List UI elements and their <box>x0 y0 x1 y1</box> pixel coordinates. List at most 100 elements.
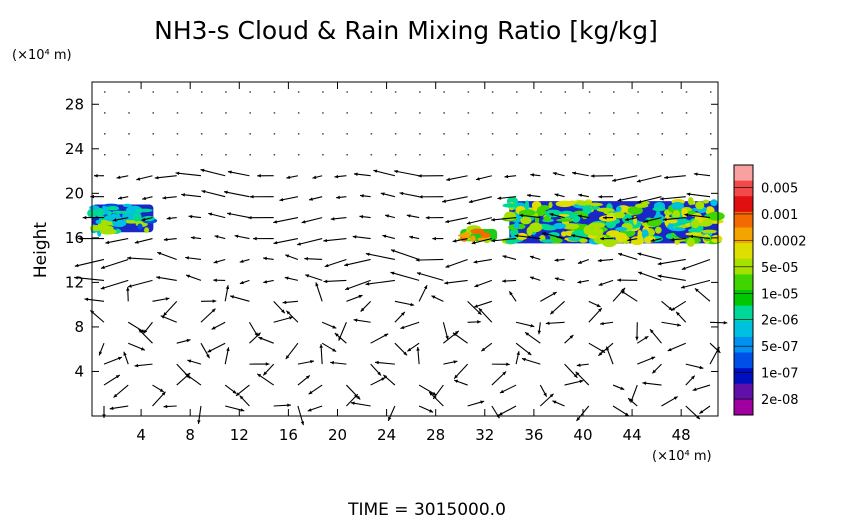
wind-vector-head <box>84 297 89 302</box>
wind-vector-head <box>637 199 642 204</box>
wind-vector <box>200 169 226 177</box>
cloud-cell <box>543 215 551 222</box>
wind-vector-head <box>454 374 458 379</box>
wind-vector-head <box>699 365 704 370</box>
wind-vector-head <box>263 371 268 376</box>
wind-vector-head <box>473 260 478 264</box>
wind-vector-head <box>696 415 700 420</box>
cloud-cell <box>470 228 485 234</box>
wind-vector <box>344 258 371 266</box>
y-tick-label: 20 <box>65 184 84 202</box>
wind-vector <box>446 175 468 181</box>
wind-vector-head <box>225 285 230 290</box>
wind-vector-head <box>693 172 698 176</box>
wind-vector-head <box>526 193 531 198</box>
cloud-cell <box>460 232 471 239</box>
wind-vector-head <box>257 174 261 178</box>
colorbar-label: 0.0002 <box>761 234 807 249</box>
wind-vector-head <box>506 362 510 367</box>
wind-vector-head <box>157 251 162 256</box>
wind-vector-head <box>638 271 643 275</box>
colorbar-swatch <box>734 165 753 182</box>
wind-vector-head <box>684 213 689 217</box>
cloud-cell <box>588 222 606 229</box>
wind-vector-head <box>579 379 584 384</box>
wind-vector-head <box>406 214 411 218</box>
cloud-cell <box>144 227 150 233</box>
x-tick-label: 28 <box>426 426 445 444</box>
wind-vector-head <box>652 369 657 374</box>
wind-vector-head <box>240 408 245 412</box>
wind-vector-head <box>100 265 105 269</box>
wind-vector-head <box>425 215 430 220</box>
wind-vector-head <box>474 283 479 288</box>
wind-vector-head <box>543 392 547 397</box>
cloud-cell <box>135 208 153 213</box>
wind-vector-head <box>552 171 557 176</box>
y-tick-label: 12 <box>65 273 84 291</box>
wind-vector-head <box>175 171 180 176</box>
wind-vector-head <box>545 321 550 326</box>
wind-vector-head <box>537 330 542 335</box>
wind-vector-head <box>598 308 602 312</box>
wind-vector-head <box>330 361 334 365</box>
wind-vector-head <box>279 197 284 202</box>
wind-vector-head <box>681 266 686 270</box>
wind-vector-head <box>417 174 422 178</box>
wind-vector-head <box>365 252 370 257</box>
wind-vector-head <box>601 349 606 353</box>
wind-vector-head <box>577 214 582 218</box>
wind-vector-head <box>188 214 193 219</box>
wind-vector-head <box>550 310 555 315</box>
wind-vector <box>223 191 250 198</box>
wind-vector-head <box>416 272 421 276</box>
wind-vector-head <box>112 218 117 222</box>
wind-vector <box>657 258 686 265</box>
wind-vector-head <box>239 280 244 285</box>
wind-vector-head <box>552 400 557 404</box>
cloud-cell <box>654 226 662 234</box>
wind-vector-head <box>113 393 118 398</box>
wind-vector-head <box>400 325 405 329</box>
cloud-cell <box>561 223 580 230</box>
wind-vector-head <box>554 258 559 262</box>
wind-vector-head <box>466 221 471 225</box>
x-tick-label: 36 <box>524 426 543 444</box>
cloud-cell <box>671 201 684 210</box>
wind-vector-head <box>621 287 626 292</box>
wind-vector <box>415 258 444 261</box>
cloud-cell <box>615 232 628 242</box>
wind-vector <box>684 213 711 219</box>
wind-vector <box>344 279 371 291</box>
wind-vector-head <box>330 217 335 221</box>
wind-vector-head <box>657 274 662 278</box>
cloud-cell <box>553 222 566 230</box>
wind-vector-head <box>670 237 675 242</box>
wind-vector-head <box>265 362 270 366</box>
wind-vector-head <box>452 239 457 243</box>
cloud-cell <box>556 218 574 222</box>
wind-vector-head <box>116 175 121 180</box>
wind-vector-head <box>127 284 132 288</box>
wind-vector-head <box>78 236 82 241</box>
wind-vector-head <box>239 259 244 263</box>
wind-vector-head <box>263 256 267 261</box>
cloud-cell <box>707 211 725 221</box>
wind-vector-head <box>644 219 649 223</box>
colorbar: 0.005 0.001 0.0002 5e-05 1e-05 2e-06 5e-07 1e-0… <box>733 164 807 416</box>
wind-vector-head <box>360 307 365 312</box>
wind-vector-head <box>399 191 404 196</box>
wind-vector-head <box>612 178 617 182</box>
wind-vector-head <box>350 401 355 405</box>
wind-vector-head <box>186 374 191 379</box>
wind-vector-head <box>445 335 449 340</box>
wind-vector-head <box>431 295 436 299</box>
colorbar-swatch <box>734 274 753 291</box>
wind-vector-head <box>115 374 120 379</box>
wind-vector-head <box>659 197 664 201</box>
wind-vector-head <box>126 287 130 291</box>
wind-vector-head <box>504 174 509 179</box>
wind-vector-head <box>442 199 447 203</box>
cloud-cell <box>702 199 710 204</box>
wind-vector-head <box>477 311 482 315</box>
